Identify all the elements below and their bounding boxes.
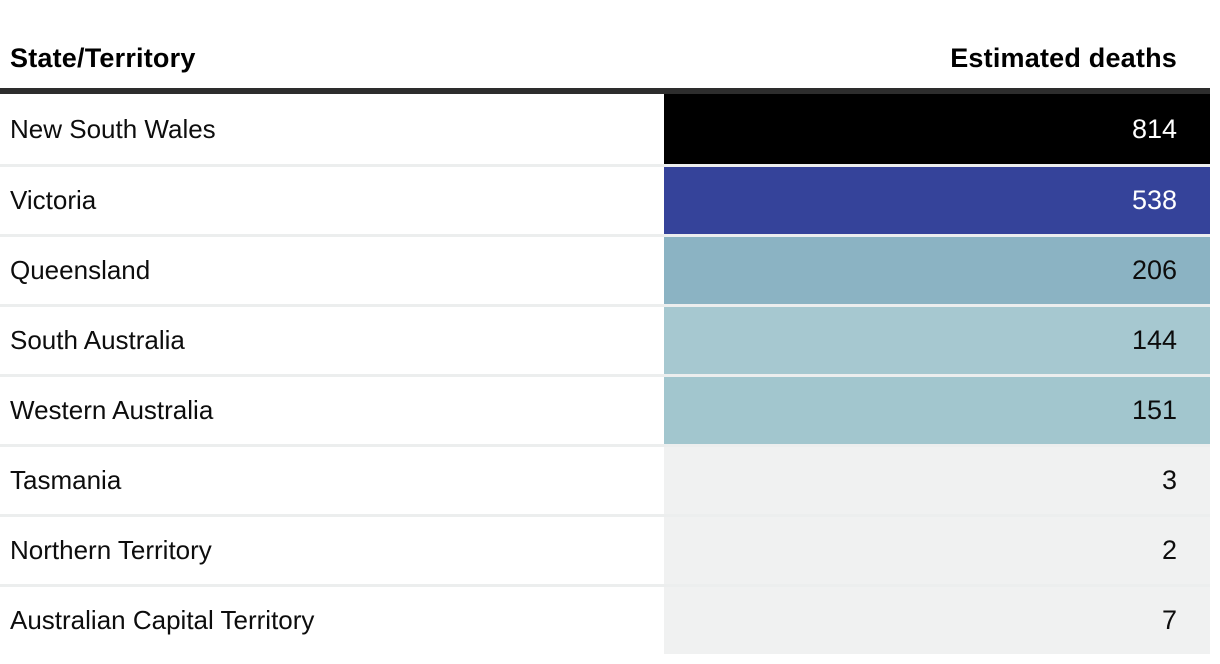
- column-header-estimated-deaths: Estimated deaths: [950, 43, 1177, 73]
- table-row: Western Australia 151: [0, 374, 1210, 444]
- state-name-cell: Western Australia: [0, 377, 664, 444]
- deaths-value-cell: 3: [664, 447, 1210, 514]
- deaths-value-cell: 2: [664, 517, 1210, 584]
- deaths-value-cell: 814: [664, 94, 1210, 164]
- table-row: New South Wales 814: [0, 94, 1210, 164]
- estimated-deaths-table: State/Territory Estimated deaths New Sou…: [0, 0, 1210, 654]
- state-name-cell: Victoria: [0, 167, 664, 234]
- state-name-cell: New South Wales: [0, 94, 664, 164]
- deaths-value-cell: 538: [664, 167, 1210, 234]
- state-name-cell: South Australia: [0, 307, 664, 374]
- table-body: New South Wales 814 Victoria 538 Queensl…: [0, 94, 1210, 654]
- state-name-cell: Tasmania: [0, 447, 664, 514]
- column-header-state: State/Territory: [10, 43, 196, 73]
- state-name-cell: Northern Territory: [0, 517, 664, 584]
- deaths-value-cell: 7: [664, 587, 1210, 654]
- table-row: Victoria 538: [0, 164, 1210, 234]
- state-name-cell: Queensland: [0, 237, 664, 304]
- table-row: Queensland 206: [0, 234, 1210, 304]
- table-row: Northern Territory 2: [0, 514, 1210, 584]
- table-row: Australian Capital Territory 7: [0, 584, 1210, 654]
- table-header-row: State/Territory Estimated deaths: [0, 0, 1210, 94]
- table-row: Tasmania 3: [0, 444, 1210, 514]
- deaths-value-cell: 144: [664, 307, 1210, 374]
- deaths-value-cell: 206: [664, 237, 1210, 304]
- table-row: South Australia 144: [0, 304, 1210, 374]
- state-name-cell: Australian Capital Territory: [0, 587, 664, 654]
- deaths-value-cell: 151: [664, 377, 1210, 444]
